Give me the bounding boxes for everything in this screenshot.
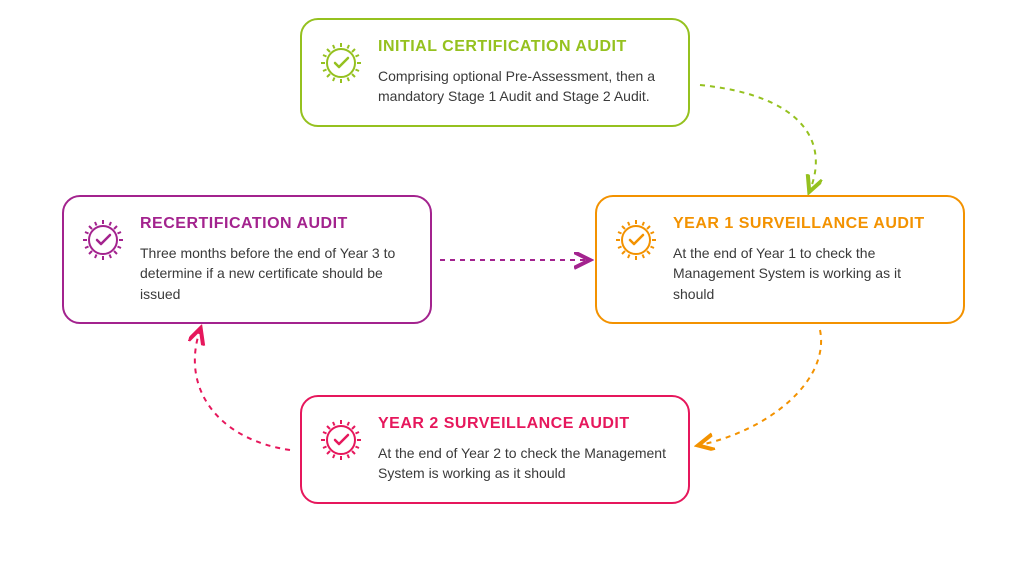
card-title: RECERTIFICATION AUDIT xyxy=(140,215,410,233)
arrow-initial-to-year1 xyxy=(700,85,816,190)
arrow-year2-to-recert xyxy=(195,330,290,450)
card-title: YEAR 1 SURVEILLANCE AUDIT xyxy=(673,215,943,233)
card-recertification: RECERTIFICATION AUDIT Three months befor… xyxy=(62,195,432,324)
card-year2-surveillance: YEAR 2 SURVEILLANCE AUDIT At the end of … xyxy=(300,395,690,504)
card-initial-certification: INITIAL CERTIFICATION AUDIT Comprising o… xyxy=(300,18,690,127)
card-description: At the end of Year 1 to check the Manage… xyxy=(673,243,943,304)
card-description: At the end of Year 2 to check the Manage… xyxy=(378,443,668,484)
badge-icon xyxy=(318,417,364,463)
badge-icon xyxy=(80,217,126,263)
card-description: Three months before the end of Year 3 to… xyxy=(140,243,410,304)
badge-icon xyxy=(613,217,659,263)
card-title: YEAR 2 SURVEILLANCE AUDIT xyxy=(378,415,668,433)
card-year1-surveillance: YEAR 1 SURVEILLANCE AUDIT At the end of … xyxy=(595,195,965,324)
arrow-year1-to-year2 xyxy=(700,330,821,445)
card-description: Comprising optional Pre-Assessment, then… xyxy=(378,66,668,107)
badge-icon xyxy=(318,40,364,86)
card-title: INITIAL CERTIFICATION AUDIT xyxy=(378,38,668,56)
